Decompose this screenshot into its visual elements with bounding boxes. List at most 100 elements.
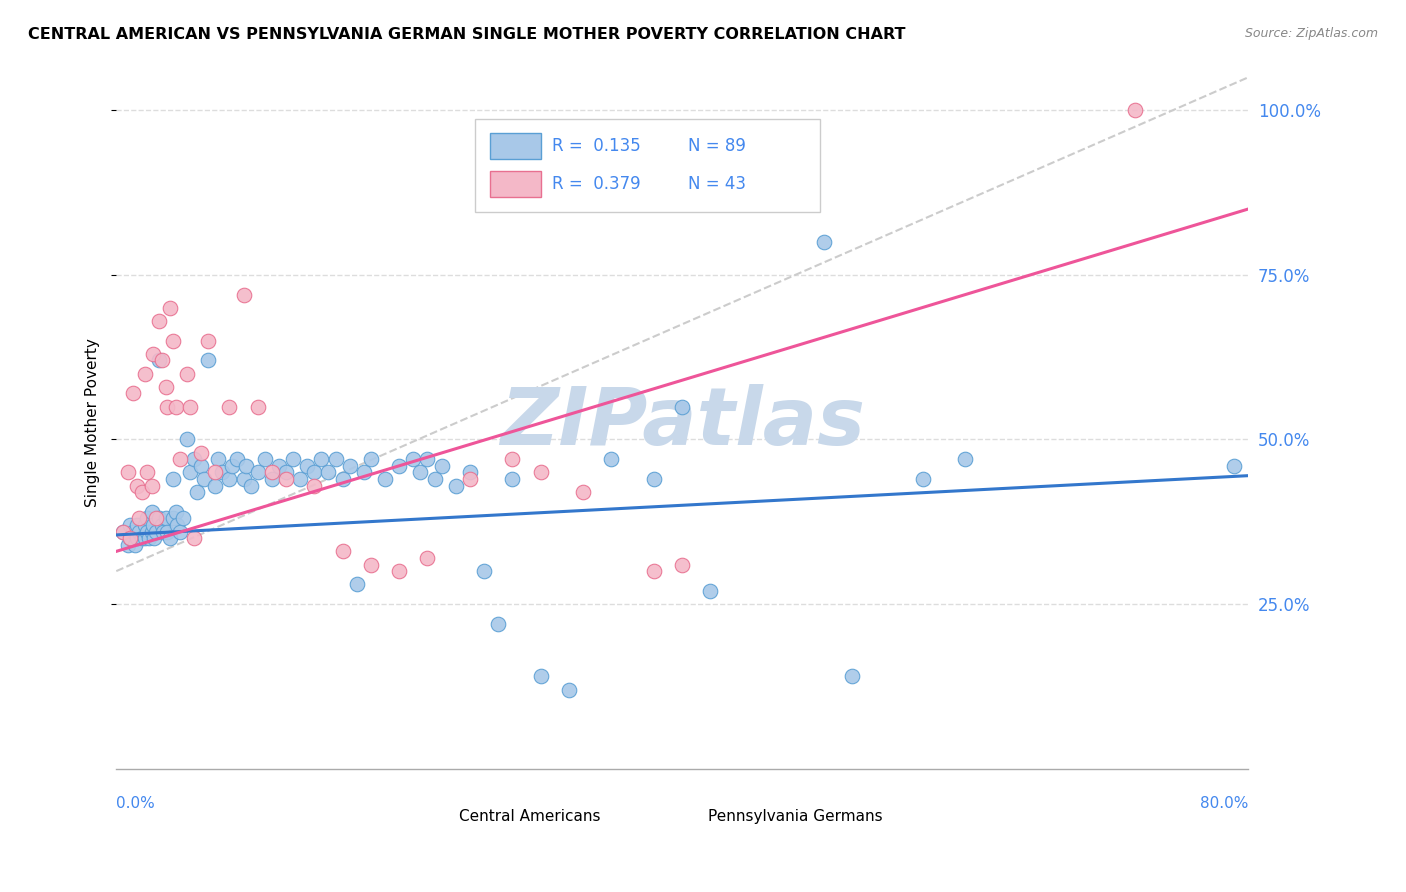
Text: CENTRAL AMERICAN VS PENNSYLVANIA GERMAN SINGLE MOTHER POVERTY CORRELATION CHART: CENTRAL AMERICAN VS PENNSYLVANIA GERMAN …: [28, 27, 905, 42]
Point: [155, 511, 177, 525]
Point: [388, 564, 411, 578]
Point: [179, 400, 201, 414]
Point: [221, 458, 243, 473]
Point: [159, 531, 181, 545]
Point: [325, 452, 347, 467]
Point: [339, 458, 361, 473]
Point: [162, 472, 184, 486]
Point: [143, 531, 166, 545]
Point: [416, 452, 439, 467]
Point: [353, 466, 375, 480]
Point: [138, 531, 160, 545]
Point: [304, 478, 326, 492]
Text: R =  0.379: R = 0.379: [553, 175, 641, 193]
Point: [131, 531, 153, 545]
Point: [142, 347, 165, 361]
Point: [297, 458, 319, 473]
Point: [169, 452, 191, 467]
Point: [643, 564, 665, 578]
Point: [232, 287, 254, 301]
Point: [176, 433, 198, 447]
Point: [274, 472, 297, 486]
Point: [699, 583, 721, 598]
Point: [127, 518, 149, 533]
Point: [288, 472, 311, 486]
Point: [239, 478, 262, 492]
Point: [165, 400, 187, 414]
Point: [430, 458, 453, 473]
Point: [530, 466, 553, 480]
Point: [156, 524, 179, 539]
Point: [458, 466, 481, 480]
Point: [501, 452, 523, 467]
Point: [148, 353, 170, 368]
Point: [260, 472, 283, 486]
Point: [444, 478, 467, 492]
Point: [155, 380, 177, 394]
FancyBboxPatch shape: [682, 811, 696, 823]
Point: [643, 472, 665, 486]
Point: [813, 235, 835, 249]
Point: [232, 472, 254, 486]
Point: [388, 458, 411, 473]
Point: [246, 466, 269, 480]
Point: [311, 452, 333, 467]
Point: [671, 400, 693, 414]
Point: [530, 669, 553, 683]
Point: [156, 400, 179, 414]
Point: [122, 524, 145, 539]
Point: [159, 301, 181, 315]
Point: [190, 445, 212, 459]
Point: [134, 518, 156, 533]
Point: [253, 452, 276, 467]
Point: [841, 669, 863, 683]
Point: [953, 452, 976, 467]
Point: [246, 400, 269, 414]
Point: [1223, 458, 1246, 473]
Point: [204, 478, 226, 492]
Point: [374, 472, 396, 486]
Point: [207, 452, 229, 467]
Point: [176, 367, 198, 381]
Y-axis label: Single Mother Poverty: Single Mother Poverty: [86, 339, 100, 508]
Point: [131, 485, 153, 500]
Point: [165, 505, 187, 519]
Point: [112, 524, 135, 539]
Text: ZIPatlas: ZIPatlas: [499, 384, 865, 462]
Text: Pennsylvania Germans: Pennsylvania Germans: [707, 809, 883, 824]
Point: [148, 314, 170, 328]
Point: [141, 524, 163, 539]
Text: 80.0%: 80.0%: [1199, 797, 1249, 811]
Point: [204, 466, 226, 480]
Point: [911, 472, 934, 486]
Text: R =  0.135: R = 0.135: [553, 136, 641, 155]
Point: [162, 511, 184, 525]
Point: [332, 544, 354, 558]
Point: [235, 458, 257, 473]
Point: [148, 511, 170, 525]
Point: [360, 452, 382, 467]
Point: [122, 386, 145, 401]
Point: [458, 472, 481, 486]
Point: [134, 367, 156, 381]
FancyBboxPatch shape: [433, 811, 447, 823]
Point: [274, 466, 297, 480]
Point: [402, 452, 425, 467]
FancyBboxPatch shape: [475, 119, 820, 212]
Point: [141, 478, 163, 492]
Point: [142, 518, 165, 533]
Point: [486, 616, 509, 631]
Point: [186, 485, 208, 500]
Point: [225, 452, 247, 467]
Point: [501, 472, 523, 486]
Point: [190, 458, 212, 473]
Point: [117, 538, 139, 552]
Point: [183, 452, 205, 467]
Point: [136, 466, 159, 480]
Point: [218, 472, 240, 486]
Point: [304, 466, 326, 480]
Point: [1123, 103, 1146, 118]
Point: [127, 478, 149, 492]
Point: [346, 577, 368, 591]
Point: [218, 400, 240, 414]
